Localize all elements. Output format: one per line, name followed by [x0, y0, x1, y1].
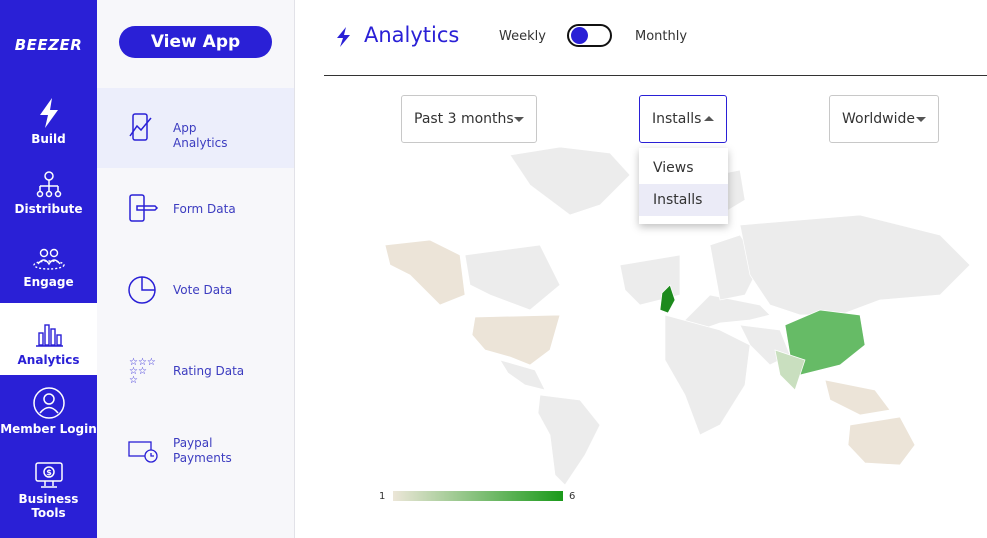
nav-label: Analytics — [17, 353, 80, 367]
icon: ☆☆☆☆☆☆ — [129, 357, 156, 385]
svg-text:$: $ — [46, 468, 52, 477]
legend-min: 1 — [379, 491, 386, 502]
world-map — [384, 146, 970, 486]
nav-distribute[interactable]: Distribute — [0, 170, 97, 242]
menu-option[interactable]: Views — [653, 160, 694, 176]
submenu: View App App Analytics Form Data Vote Da… — [97, 0, 295, 538]
svg-text:☆☆☆: ☆☆☆ — [129, 357, 156, 368]
nav-label: Business Tools — [18, 492, 79, 520]
page-title: Analytics — [364, 23, 460, 47]
submenu-item[interactable]: App Analytics — [97, 88, 294, 168]
legend-gradient — [393, 491, 563, 501]
submenu-label: Paypal Payments — [173, 436, 232, 465]
icon — [36, 171, 61, 198]
submenu-item[interactable]: Vote Data — [97, 250, 294, 330]
title-icon — [337, 27, 350, 47]
sidebar: BEEZER Build Distribute Engage Analytics… — [0, 0, 97, 538]
nav-business-tools[interactable]: $ Business Tools — [0, 460, 97, 532]
caret — [704, 116, 714, 121]
toggle[interactable] — [567, 24, 612, 47]
metric-select[interactable]: Installs — [639, 95, 727, 143]
icon — [129, 113, 152, 141]
icon: $ — [34, 462, 63, 488]
caret — [916, 117, 926, 122]
nav-label: Build — [31, 132, 66, 146]
period-select[interactable]: Past 3 months — [401, 95, 537, 143]
submenu-label: Form Data — [173, 202, 236, 216]
menu-option[interactable]: Installs — [639, 184, 728, 216]
nav-label: Distribute — [14, 202, 83, 216]
view-app-button[interactable]: View App — [119, 26, 272, 58]
icon — [39, 98, 58, 128]
logo[interactable]: BEEZER — [14, 36, 83, 54]
svg-text:☆☆: ☆☆ — [129, 366, 147, 377]
toggle-label[interactable]: Weekly — [499, 29, 546, 44]
select-value: Installs — [652, 111, 702, 127]
svg-text:☆: ☆ — [129, 375, 138, 385]
metric-menu: Views Installs — [639, 148, 728, 224]
submenu-item[interactable]: Form Data — [97, 169, 294, 249]
submenu-item[interactable]: Paypal Payments — [97, 412, 294, 492]
nav-label: Member Login — [0, 422, 97, 436]
submenu-label: Rating Data — [173, 364, 245, 378]
icon — [35, 324, 63, 347]
nav-analytics[interactable]: Analytics — [0, 303, 97, 375]
caret — [514, 117, 524, 122]
toggle-label[interactable]: Monthly — [635, 29, 688, 44]
submenu-item[interactable]: ☆☆☆ ☆☆ ☆ Rating Data — [97, 331, 294, 411]
divider — [324, 75, 987, 76]
nav-engage[interactable]: Engage — [0, 245, 97, 317]
toggle-knob — [571, 27, 588, 44]
nav-build[interactable]: Build — [0, 96, 97, 168]
icon — [128, 441, 158, 463]
icon — [32, 387, 65, 419]
nav-label: Engage — [23, 275, 74, 289]
select-value: Worldwide — [842, 111, 915, 127]
region-select[interactable]: Worldwide — [829, 95, 939, 143]
icon — [129, 194, 159, 222]
legend-max: 6 — [569, 491, 576, 502]
nav-member-login[interactable]: Member Login — [0, 386, 97, 458]
icon — [32, 248, 65, 270]
submenu-label: App Analytics — [173, 121, 228, 150]
select-value: Past 3 months — [414, 111, 514, 127]
submenu-label: Vote Data — [173, 283, 233, 297]
icon — [128, 276, 156, 304]
